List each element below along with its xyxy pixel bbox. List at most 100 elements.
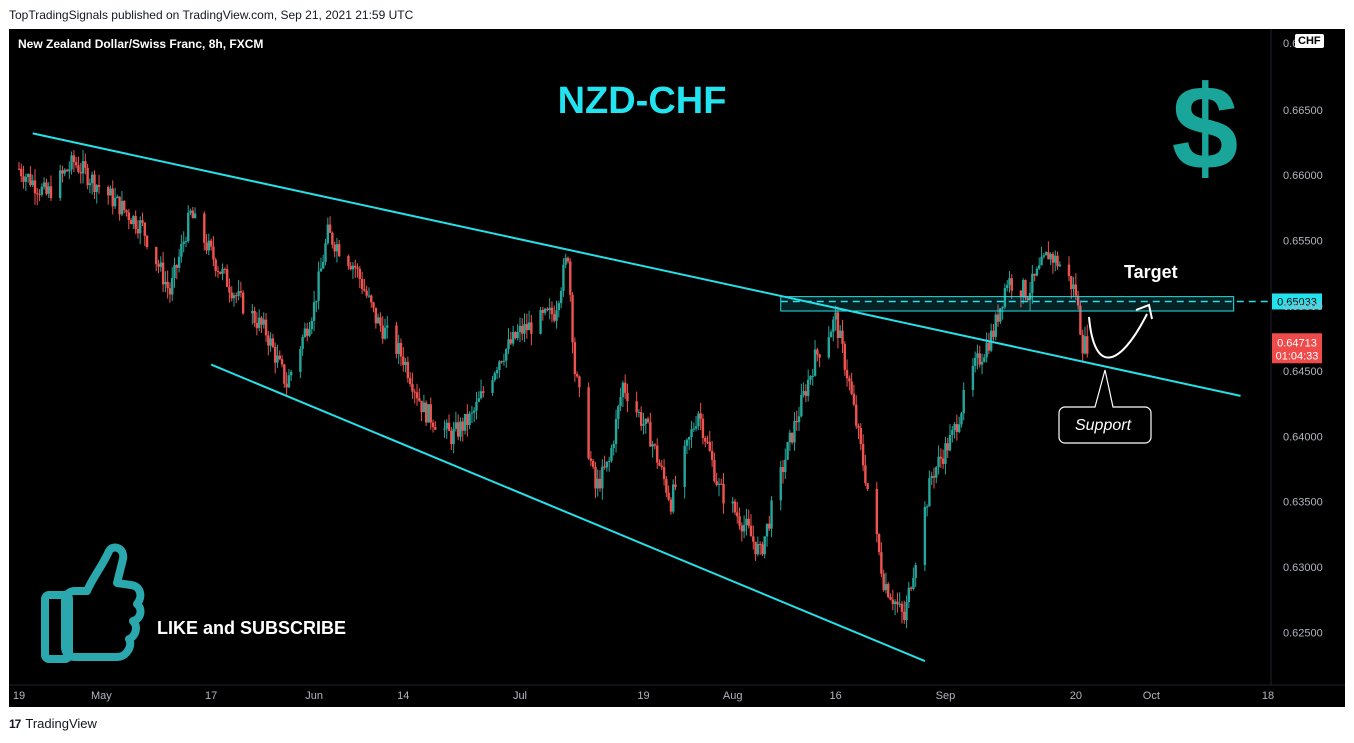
- candle-body: [175, 265, 179, 268]
- candle-body: [850, 381, 853, 394]
- candle-body: [521, 325, 524, 334]
- candle-body: [697, 413, 700, 427]
- candle-body: [1070, 276, 1073, 289]
- candle-body: [356, 267, 359, 269]
- candle-body: [795, 420, 798, 423]
- candle-body: [209, 240, 213, 247]
- candle-body: [562, 264, 565, 291]
- candle-body: [738, 516, 741, 526]
- chart-panel[interactable]: 0.65033 0.64713 01:04:33 Target Support NZD-C…: [9, 29, 1345, 707]
- candle-body: [404, 361, 407, 365]
- candle-body: [557, 303, 561, 311]
- candle-body: [1081, 334, 1084, 354]
- candle-body: [884, 583, 888, 591]
- candle-body: [141, 220, 144, 223]
- candle-body: [637, 412, 641, 414]
- candle-body: [594, 466, 597, 489]
- target-price-label-bg: [1272, 293, 1322, 310]
- candle-body: [182, 241, 185, 244]
- candle-body: [706, 441, 709, 443]
- candle-body: [482, 391, 485, 393]
- candle-body: [1003, 287, 1007, 307]
- support-callout: [1058, 369, 1152, 444]
- candle-body: [1042, 255, 1045, 257]
- x-tick-label: 20: [1070, 690, 1082, 702]
- candle-body: [138, 220, 142, 234]
- candle-body: [836, 312, 840, 338]
- candle-body: [875, 489, 879, 535]
- x-tick-label: Aug: [723, 690, 743, 702]
- candle-body: [701, 418, 705, 438]
- target-price-label: 0.65033: [1277, 296, 1317, 308]
- candle-body: [962, 389, 965, 414]
- candle-body: [253, 310, 256, 323]
- candle-body: [1074, 284, 1078, 296]
- candle-body: [852, 393, 856, 405]
- candle-body: [475, 401, 478, 411]
- y-tick-label: 0.62500: [1283, 627, 1323, 639]
- thumbs-up-cuff: [41, 591, 73, 663]
- candle-body: [184, 241, 188, 243]
- candle-body: [573, 342, 577, 375]
- candle-body: [223, 268, 227, 270]
- candle-body: [411, 384, 414, 392]
- candle-body: [447, 422, 451, 431]
- candle-body: [813, 349, 817, 376]
- candle-body: [1001, 306, 1004, 309]
- candle-body: [164, 281, 167, 285]
- candle-body: [829, 331, 833, 338]
- candle-body: [376, 317, 380, 324]
- candle-body: [24, 177, 28, 182]
- candle-body: [951, 430, 954, 435]
- candle-body: [157, 264, 160, 267]
- candle-body: [477, 398, 480, 402]
- candle-body: [1083, 336, 1087, 354]
- candle-body: [107, 186, 110, 196]
- candle-body: [788, 432, 792, 443]
- candle-body: [832, 319, 835, 332]
- candle-body: [180, 243, 183, 257]
- candle-body: [358, 268, 362, 279]
- candle-body: [948, 434, 952, 451]
- candle-body: [251, 310, 254, 314]
- candle-body: [932, 476, 936, 478]
- candle-body: [976, 353, 979, 358]
- footer-brand[interactable]: TradingView: [25, 716, 97, 731]
- candle-body: [136, 229, 140, 234]
- candle-body: [1033, 273, 1036, 276]
- candle-body: [855, 404, 858, 426]
- candle-body: [454, 422, 458, 429]
- candle-body: [354, 265, 357, 268]
- candle-body: [125, 210, 128, 213]
- support-label: Support: [1075, 417, 1132, 434]
- candle-body: [610, 448, 613, 461]
- candles-layer: [17, 150, 1089, 629]
- candle-body: [171, 278, 174, 295]
- y-tick-label: 0.66500: [1283, 105, 1323, 117]
- candle-body: [109, 188, 112, 196]
- candle-body: [781, 467, 785, 473]
- candle-body: [809, 376, 812, 380]
- candle-body: [235, 295, 238, 297]
- candle-body: [285, 383, 288, 388]
- candle-body: [507, 339, 510, 350]
- candle-body: [191, 210, 195, 219]
- candle-body: [811, 375, 814, 377]
- y-tick-label: 0.64500: [1283, 366, 1323, 378]
- candle-body: [1051, 254, 1055, 263]
- candle-body: [575, 374, 579, 377]
- candle-body: [903, 611, 906, 620]
- candle-body: [351, 265, 355, 270]
- candle-body: [740, 525, 744, 532]
- candle-body: [509, 339, 512, 344]
- candle-body: [431, 422, 435, 427]
- candle-body: [626, 392, 629, 402]
- candle-body: [418, 398, 421, 401]
- candle-body: [960, 413, 963, 425]
- candle-body: [953, 424, 956, 431]
- candle-body: [90, 174, 94, 184]
- countdown-label: 01:04:33: [1276, 350, 1319, 362]
- y-tick-label: 0.63500: [1283, 497, 1323, 509]
- candle-body: [656, 445, 659, 463]
